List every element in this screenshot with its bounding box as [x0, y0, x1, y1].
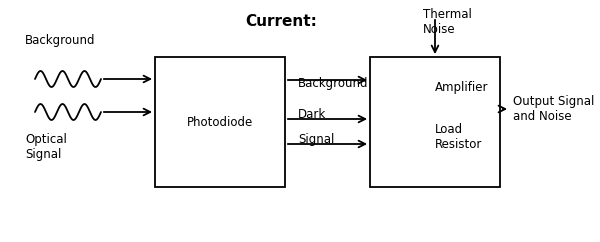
Text: Dark: Dark [298, 108, 326, 121]
Text: Background: Background [25, 34, 95, 47]
Text: Photodiode: Photodiode [187, 115, 253, 129]
Text: Current:: Current: [245, 15, 317, 30]
Text: Optical
Signal: Optical Signal [25, 133, 67, 161]
Text: Output Signal
and Noise: Output Signal and Noise [513, 95, 595, 123]
Text: Thermal
Noise: Thermal Noise [423, 8, 472, 36]
Bar [370, 57, 500, 187]
Text: Background: Background [298, 77, 368, 90]
Text: Load
Resistor: Load Resistor [435, 123, 482, 151]
Text: Amplifier: Amplifier [435, 81, 488, 93]
Bar [155, 57, 285, 187]
Text: Signal: Signal [298, 133, 334, 146]
